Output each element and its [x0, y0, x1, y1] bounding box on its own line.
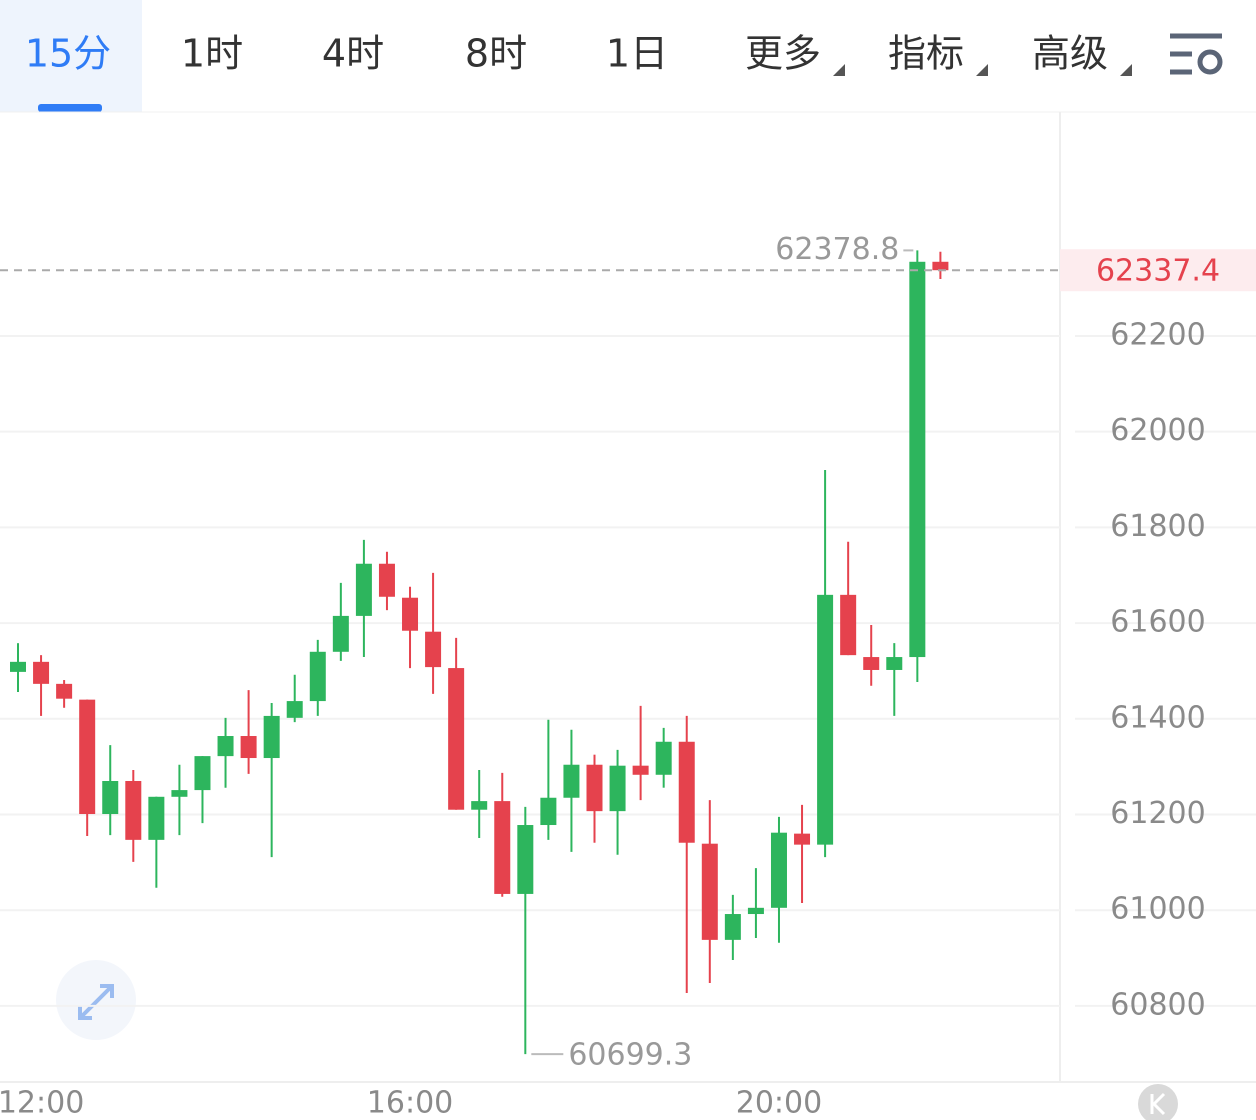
tab[interactable]: 1时	[181, 32, 243, 76]
candle-body	[886, 657, 903, 670]
dropdown-caret	[976, 64, 988, 76]
k-icon[interactable]	[1138, 1084, 1178, 1120]
candle-body	[425, 631, 442, 668]
high-label: 62378.8	[775, 232, 899, 267]
active-tab-indicator	[38, 104, 102, 112]
tab[interactable]: 指标	[888, 32, 964, 76]
tab[interactable]: 高级	[1032, 32, 1108, 76]
y-tick-label: 61400	[1110, 700, 1205, 735]
tab[interactable]: 1日	[606, 32, 668, 76]
candle-body	[701, 843, 718, 940]
candle-body	[586, 764, 603, 812]
candle-body	[863, 657, 880, 670]
candle-body	[678, 741, 695, 843]
candle-body	[102, 780, 119, 815]
candle-body	[240, 736, 257, 759]
y-tick-label: 62200	[1110, 317, 1205, 352]
y-tick-label: 61200	[1110, 796, 1205, 831]
expand-icon[interactable]	[56, 960, 136, 1040]
candle-body	[540, 797, 557, 826]
candle-body	[402, 597, 419, 631]
tab[interactable]: 更多	[745, 32, 821, 76]
candle-body	[517, 825, 534, 894]
dropdown-caret	[833, 64, 845, 76]
tab[interactable]: 8时	[465, 32, 527, 76]
candle-body	[355, 563, 372, 616]
dropdown-caret	[1120, 64, 1132, 76]
y-tick-label: 61600	[1110, 605, 1205, 640]
candle-body	[724, 914, 741, 940]
low-label: 60699.3	[568, 1038, 692, 1073]
candle-body	[494, 801, 511, 894]
candle-body	[747, 907, 764, 915]
candle-body	[33, 661, 50, 684]
candle-body	[770, 832, 787, 908]
candle-body	[794, 833, 811, 845]
candle-body	[217, 736, 234, 757]
candle-body	[125, 780, 142, 840]
y-tick-label: 61800	[1110, 509, 1205, 544]
x-tick-label: 16:00	[367, 1086, 453, 1120]
candle-body	[332, 615, 349, 652]
candle-body	[632, 765, 649, 775]
candle-body	[263, 715, 280, 759]
candle-body	[286, 701, 303, 718]
x-tick-label: 12:00	[0, 1086, 84, 1120]
candle-body	[932, 261, 949, 271]
candle-body	[817, 594, 834, 845]
candle-body	[309, 651, 326, 702]
x-tick-label: 20:00	[736, 1086, 822, 1120]
candle-body	[56, 683, 73, 699]
candle-body	[194, 756, 211, 791]
tab[interactable]: 15分	[25, 32, 111, 76]
settings-icon[interactable]	[1170, 33, 1223, 75]
y-tick-label: 62000	[1110, 413, 1205, 448]
active-tab-bg	[0, 0, 142, 112]
candle-body	[10, 661, 26, 672]
last-price-tag	[1060, 249, 1256, 292]
y-tick-label: 60800	[1110, 987, 1205, 1022]
y-tick-label: 61000	[1110, 892, 1205, 927]
candle-body	[171, 790, 188, 797]
candle-body	[909, 261, 926, 658]
last-price-label: 62337.4	[1096, 254, 1220, 289]
candle-body	[840, 594, 857, 656]
candle-body	[563, 764, 580, 798]
candle-body	[471, 801, 488, 810]
candle-body	[448, 668, 465, 810]
candle-body	[655, 741, 672, 775]
candle-body	[609, 765, 626, 812]
candle-body	[148, 796, 165, 840]
candle-body	[378, 563, 395, 597]
candle-body	[79, 699, 96, 815]
tab[interactable]: 4时	[322, 32, 384, 76]
